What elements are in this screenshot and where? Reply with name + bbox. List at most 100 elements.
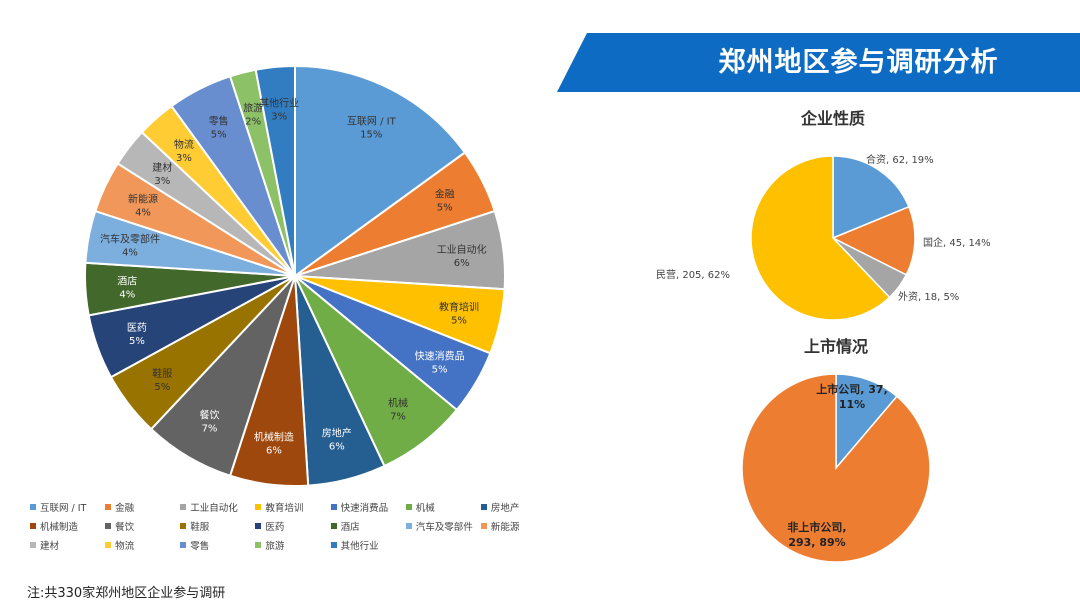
legend-item: 机械 xyxy=(405,500,475,514)
slice-label-percent: 3% xyxy=(271,112,287,123)
footnote: 注:共330家郑州地区企业参与调研 xyxy=(27,586,226,601)
legend-label: 新能源 xyxy=(490,522,520,533)
legend-item: 机械制造 xyxy=(30,519,99,533)
slice-label-name: 旅游 xyxy=(243,101,263,114)
legend-label: 金融 xyxy=(115,503,135,514)
slice-label-percent: 15% xyxy=(360,129,382,140)
legend-item: 金融 xyxy=(105,500,174,514)
legend-label: 其他行业 xyxy=(340,541,379,552)
slice-label-percent: 4% xyxy=(122,248,138,259)
page-title: 郑州地区参与调研分析 xyxy=(718,47,999,78)
slice-label-percent: 7% xyxy=(390,412,406,423)
legend-swatch xyxy=(405,504,412,510)
legend-label: 教育培训 xyxy=(265,503,304,514)
slice-label-name: 新能源 xyxy=(128,193,158,206)
legend-item: 快速消费品 xyxy=(330,500,400,514)
slice-label-percent: 4% xyxy=(135,208,151,219)
legend-label: 酒店 xyxy=(340,522,360,533)
slice-label-name: 金融 xyxy=(435,188,455,201)
slice-label-name: 快速消费品 xyxy=(415,350,465,363)
slice-label-name: 工业自动化 xyxy=(437,243,487,256)
slice-label-name: 物流 xyxy=(174,138,194,151)
legend-swatch xyxy=(405,523,412,529)
legend-label: 互联网 / IT xyxy=(40,503,87,514)
legend-label: 工业自动化 xyxy=(190,503,238,514)
slice-label-percent: 5% xyxy=(437,203,453,214)
legend-swatch xyxy=(30,523,36,529)
title-banner: 郑州地区参与调研分析 xyxy=(557,33,1080,92)
industry-legend: 互联网 / IT 金融 工业自动化 教育培训 快速消费品 机械 房地产 机械制造 餐饮 鞋服 医药 酒… xyxy=(30,500,550,552)
ownership-slice-label: 国企, 45, 14% xyxy=(923,236,991,249)
slice-label-percent: 5% xyxy=(211,129,227,140)
slice-label-percent: 5% xyxy=(129,336,145,347)
ownership-slice-1 xyxy=(831,205,916,276)
legend-item: 新能源 xyxy=(480,519,550,533)
ownership-slice-3 xyxy=(750,155,891,321)
slice-label-name: 餐饮 xyxy=(200,409,220,422)
slice-label-name: 医药 xyxy=(127,322,147,334)
slice-label-name: 互联网 / IT xyxy=(347,115,397,127)
ownership-chart-title: 企业性质 xyxy=(800,109,865,128)
legend-item: 旅游 xyxy=(255,538,324,552)
slice-label-percent: 5% xyxy=(451,316,467,327)
legend-label: 机械 xyxy=(415,503,435,514)
legend-label: 快速消费品 xyxy=(340,503,389,514)
slice-label-name: 机械 xyxy=(388,397,408,410)
slice-label-name: 建材 xyxy=(152,161,172,174)
legend-label: 建材 xyxy=(40,541,60,552)
ownership-slice-label: 民营, 205, 62% xyxy=(656,268,730,281)
legend-swatch xyxy=(330,523,337,529)
legend-item: 酒店 xyxy=(330,519,400,533)
listing-slice-label: 非上市公司, xyxy=(787,520,846,534)
ownership-pie-chart: 企业性质 合资, 62, 19% 国企, 45, 14% 外资, 18, 5% 民营,… xyxy=(656,109,991,321)
pie-slice-18 xyxy=(254,64,296,277)
legend-label: 旅游 xyxy=(265,541,285,552)
legend-swatch xyxy=(330,542,337,548)
legend-swatch xyxy=(180,542,187,548)
listing-slice-label: 11% xyxy=(839,398,865,411)
listing-chart-title: 上市情况 xyxy=(804,337,868,356)
listing-slice-label: 上市公司, 37, xyxy=(816,382,888,396)
slice-label-percent: 2% xyxy=(245,116,261,127)
legend-swatch xyxy=(180,504,187,510)
legend-swatch xyxy=(480,504,487,510)
listing-slice-label: 293, 89% xyxy=(788,536,845,549)
slice-label-name: 机械制造 xyxy=(254,431,294,444)
legend-label: 零售 xyxy=(190,541,210,552)
ownership-slice-label: 外资, 18, 5% xyxy=(898,291,959,303)
legend-item: 房地产 xyxy=(480,500,550,514)
legend-swatch xyxy=(30,542,36,548)
legend-item: 零售 xyxy=(180,538,249,552)
legend-label: 医药 xyxy=(265,522,285,533)
legend-swatch xyxy=(180,523,187,529)
legend-item: 教育培训 xyxy=(255,500,324,514)
slice-label-percent: 4% xyxy=(119,290,135,301)
slice-label-percent: 3% xyxy=(154,176,170,187)
slice-label-percent: 6% xyxy=(266,446,282,457)
banner-shape xyxy=(557,33,1080,92)
legend-item: 工业自动化 xyxy=(180,500,249,514)
slice-label-name: 房地产 xyxy=(322,427,352,440)
slice-label-name: 汽车及零部件 xyxy=(100,233,160,246)
pie-slice-0 xyxy=(294,64,467,278)
slice-label-percent: 3% xyxy=(176,153,192,164)
legend-label: 机械制造 xyxy=(40,522,79,533)
legend-swatch xyxy=(255,523,262,529)
legend-label: 房地产 xyxy=(490,503,520,514)
legend-swatch xyxy=(255,542,262,548)
slice-label-percent: 5% xyxy=(154,382,170,393)
slice-label-name: 零售 xyxy=(209,114,229,127)
legend-swatch xyxy=(105,542,112,548)
legend-item: 医药 xyxy=(255,519,324,533)
listing-slice-1 xyxy=(741,373,931,563)
legend-label: 物流 xyxy=(115,541,135,552)
slice-label-percent: 6% xyxy=(454,258,470,269)
legend-label: 餐饮 xyxy=(115,522,135,533)
slice-label-percent: 6% xyxy=(329,442,345,453)
legend-item: 其他行业 xyxy=(330,538,400,552)
ownership-slice-label: 合资, 62, 19% xyxy=(866,153,934,166)
listing-slice-0 xyxy=(835,373,898,471)
slice-label-percent: 7% xyxy=(202,424,218,435)
slice-label-percent: 5% xyxy=(432,365,448,376)
